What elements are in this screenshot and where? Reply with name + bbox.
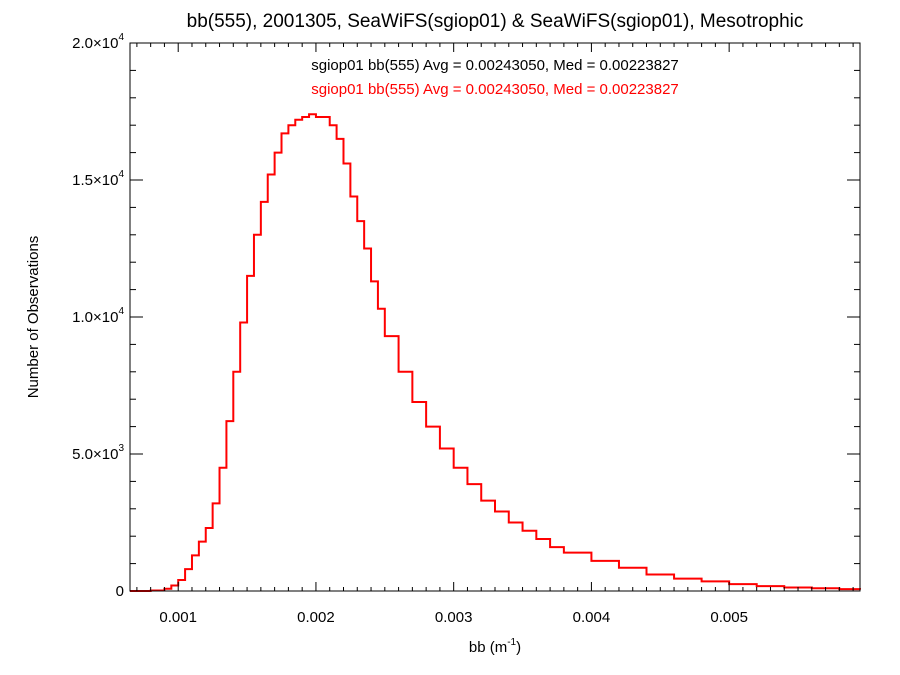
x-axis-label-exp: -1	[507, 637, 516, 648]
x-axis-label-base: bb (m	[469, 639, 507, 656]
legend-entry-1: sgiop01 bb(555) Avg = 0.00243050, Med = …	[311, 57, 679, 74]
histogram-series-1	[130, 113, 861, 592]
y-tick-label: 2.0×104	[72, 32, 124, 52]
x-axis: 0.001 0.002 0.003 0.004 0.005	[136, 43, 854, 626]
x-tick-label: 0.003	[435, 609, 473, 626]
x-tick-label: 0.001	[159, 609, 197, 626]
x-tick-label: 0.005	[710, 609, 748, 626]
chart-title: bb(555), 2001305, SeaWiFS(sgiop01) & Sea…	[187, 11, 804, 32]
series-layer	[130, 113, 861, 592]
y-tick-label: 1.5×104	[72, 169, 124, 189]
x-axis-label-close: )	[516, 639, 521, 656]
x-axis-label: bb (m-1)	[469, 637, 521, 656]
y-axis: 0 5.0×103 1.0×104 1.5×104 2.0×104	[72, 32, 860, 600]
y-tick-label: 1.0×104	[72, 306, 124, 326]
y-tick-label: 5.0×103	[72, 443, 124, 463]
y-tick-label: 0	[116, 583, 124, 600]
legend-entry-2: sgiop01 bb(555) Avg = 0.00243050, Med = …	[311, 81, 679, 98]
y-axis-label: Number of Observations	[25, 236, 42, 399]
x-tick-label: 0.004	[573, 609, 611, 626]
x-tick-label: 0.002	[297, 609, 335, 626]
